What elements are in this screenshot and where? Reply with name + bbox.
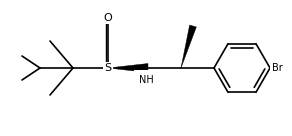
Text: NH: NH — [139, 75, 153, 85]
Text: O: O — [104, 13, 112, 23]
Text: Br: Br — [272, 63, 283, 73]
Text: S: S — [105, 63, 112, 73]
Polygon shape — [181, 25, 196, 68]
Polygon shape — [108, 64, 148, 72]
